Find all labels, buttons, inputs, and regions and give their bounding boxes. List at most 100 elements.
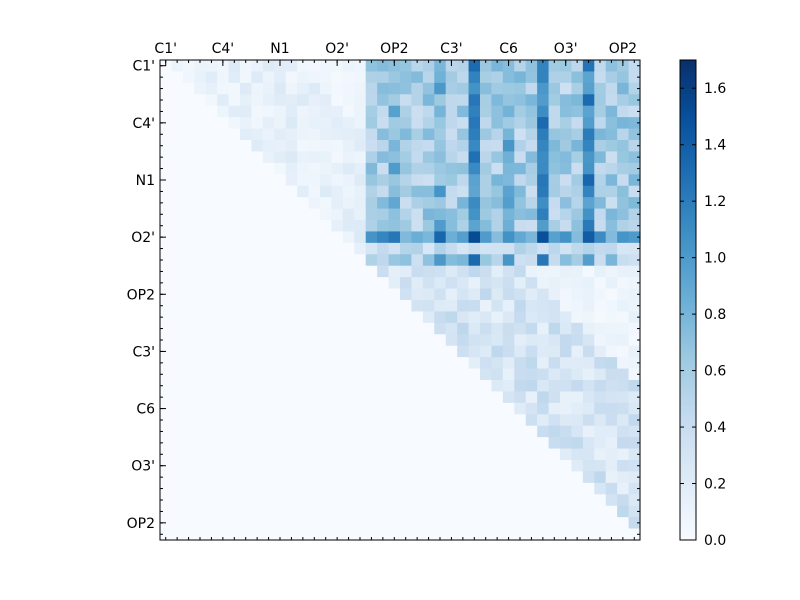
heatmap-cell (251, 345, 264, 358)
heatmap-cell (194, 437, 207, 450)
heatmap-cell (445, 277, 458, 290)
heatmap-cell (320, 460, 333, 473)
heatmap-cell (354, 322, 367, 335)
heatmap-cell (537, 517, 550, 530)
heatmap-cell (422, 117, 435, 130)
heatmap-cell (320, 220, 333, 233)
heatmap-cell (262, 322, 275, 335)
heatmap-cell (480, 94, 493, 107)
heatmap-cell (297, 254, 310, 267)
heatmap-cell (285, 505, 298, 518)
heatmap-cell (605, 494, 618, 507)
heatmap-cell (160, 482, 173, 495)
heatmap-cell (560, 528, 573, 541)
heatmap-cell (331, 482, 344, 495)
heatmap-cell (605, 448, 618, 461)
heatmap-cell (525, 460, 538, 473)
heatmap-cell (274, 140, 287, 153)
heatmap-cell (617, 82, 630, 95)
heatmap-cell (502, 345, 515, 358)
heatmap-cell (331, 140, 344, 153)
heatmap-cell (182, 391, 195, 404)
heatmap-cell (605, 185, 618, 198)
heatmap-cell (342, 185, 355, 198)
heatmap-cell (571, 345, 584, 358)
heatmap-cell (491, 162, 504, 175)
heatmap-cell (354, 300, 367, 313)
heatmap-cell (525, 105, 538, 118)
heatmap-cell (228, 448, 241, 461)
heatmap-cell (160, 425, 173, 438)
heatmap-cell (228, 174, 241, 187)
heatmap-cell (251, 528, 264, 541)
heatmap-cell (434, 277, 447, 290)
heatmap-cell (422, 345, 435, 358)
heatmap-cell (434, 322, 447, 335)
heatmap-cell (194, 322, 207, 335)
heatmap-cell (297, 220, 310, 233)
heatmap-cell (571, 231, 584, 244)
heatmap-cell (308, 140, 321, 153)
heatmap-cell (228, 391, 241, 404)
heatmap-cell (377, 105, 390, 118)
heatmap-cell (422, 140, 435, 153)
heatmap-cell (205, 368, 218, 381)
heatmap-cell (354, 482, 367, 495)
heatmap-cell (605, 128, 618, 141)
heatmap-cell (240, 94, 253, 107)
heatmap-cell (240, 265, 253, 278)
heatmap-cell (582, 391, 595, 404)
heatmap-cell (537, 437, 550, 450)
heatmap-cell (331, 357, 344, 370)
heatmap-cell (594, 288, 607, 301)
x-tick-label: C1' (154, 41, 177, 57)
heatmap-cell (240, 368, 253, 381)
heatmap-cell (537, 128, 550, 141)
heatmap-cell (240, 448, 253, 461)
heatmap-cell (274, 82, 287, 95)
heatmap-cell (571, 71, 584, 84)
heatmap-cell (548, 425, 561, 438)
heatmap-cell (377, 140, 390, 153)
heatmap-cell (571, 437, 584, 450)
heatmap-cell (365, 254, 378, 267)
heatmap-cell (400, 391, 413, 404)
heatmap-cell (217, 265, 230, 278)
heatmap-cell (502, 448, 515, 461)
heatmap-cell (182, 105, 195, 118)
heatmap-cell (228, 380, 241, 393)
heatmap-cell (388, 357, 401, 370)
heatmap-cell (377, 334, 390, 347)
heatmap-cell (422, 311, 435, 324)
heatmap-cell (514, 288, 527, 301)
heatmap-cell (171, 208, 184, 221)
heatmap-cell (240, 334, 253, 347)
heatmap-cell (377, 345, 390, 358)
heatmap-cell (491, 505, 504, 518)
heatmap-cell (194, 231, 207, 244)
heatmap-cell (628, 391, 641, 404)
heatmap-cell (308, 128, 321, 141)
heatmap-cell (388, 391, 401, 404)
heatmap-cell (502, 494, 515, 507)
heatmap-cell (514, 322, 527, 335)
heatmap-cell (171, 71, 184, 84)
heatmap-cell (514, 345, 527, 358)
heatmap-cell (422, 71, 435, 84)
heatmap-cell (331, 494, 344, 507)
heatmap-cell (457, 254, 470, 267)
heatmap-cell (377, 242, 390, 255)
heatmap-cell (217, 288, 230, 301)
heatmap-cell (502, 528, 515, 541)
heatmap-cell (274, 254, 287, 267)
heatmap-cell (205, 334, 218, 347)
heatmap-cell (194, 174, 207, 187)
heatmap-cell (422, 391, 435, 404)
heatmap-cell (582, 277, 595, 290)
heatmap-cell (434, 357, 447, 370)
heatmap-cell (388, 254, 401, 267)
heatmap-cell (160, 277, 173, 290)
heatmap-cell (160, 528, 173, 541)
heatmap-cell (525, 345, 538, 358)
heatmap-cell (582, 220, 595, 233)
